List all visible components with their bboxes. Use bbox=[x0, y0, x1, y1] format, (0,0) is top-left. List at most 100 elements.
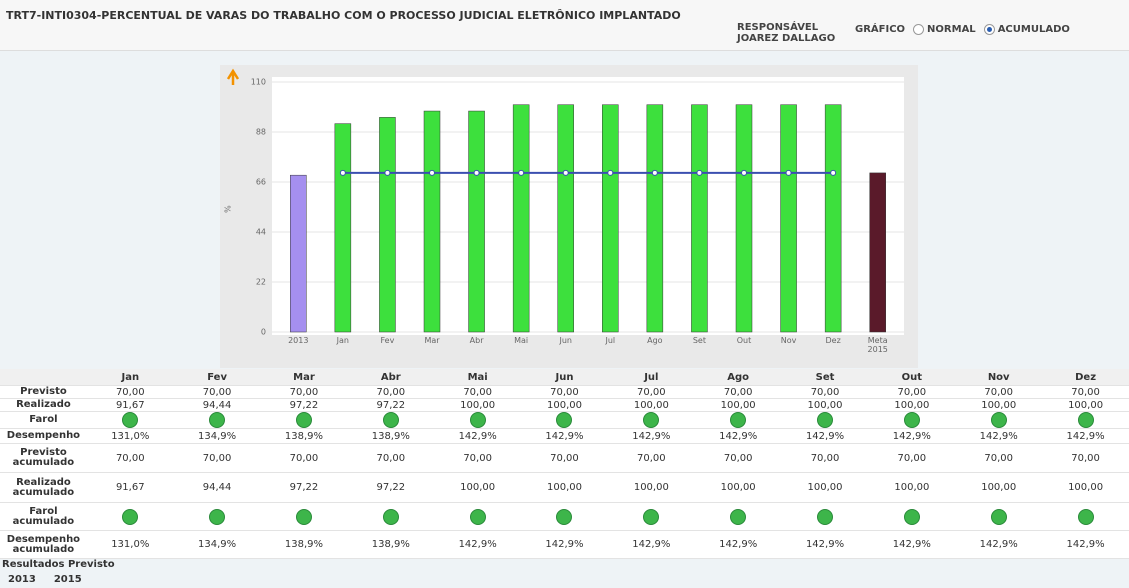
cell bbox=[955, 411, 1043, 429]
status-light bbox=[209, 412, 226, 428]
cell: 131,0% bbox=[86, 530, 174, 559]
cell: 100,00 bbox=[1042, 472, 1129, 503]
cell: 100,00 bbox=[521, 398, 608, 412]
status-light bbox=[990, 508, 1007, 525]
year-link[interactable]: 2013 bbox=[8, 574, 36, 585]
cell: 100,00 bbox=[868, 398, 956, 412]
bar bbox=[423, 110, 441, 333]
x-tick-label: Meta 2015 bbox=[868, 336, 888, 354]
status-light bbox=[643, 412, 660, 428]
x-tick-label-line: 2015 bbox=[868, 345, 888, 354]
cell: 142,9% bbox=[607, 428, 695, 444]
status-light bbox=[295, 508, 312, 525]
x-tick-label-line: Dez bbox=[826, 336, 841, 345]
x-tick-label-line: Out bbox=[737, 336, 752, 345]
x-tick-label: Abr bbox=[470, 336, 485, 345]
cell: 70,00 bbox=[955, 443, 1043, 473]
cell: 70,00 bbox=[173, 443, 261, 473]
x-tick-label-line: Ago bbox=[647, 336, 663, 345]
cell bbox=[173, 502, 261, 531]
cell: 70,00 bbox=[260, 385, 348, 399]
cell: 100,00 bbox=[434, 472, 522, 503]
x-tick-label-line: Nov bbox=[781, 336, 797, 345]
bar bbox=[557, 104, 574, 333]
line-marker bbox=[830, 169, 837, 176]
cell: 100,00 bbox=[521, 472, 608, 503]
x-tick-label-line: Mai bbox=[514, 336, 528, 345]
status-light bbox=[643, 508, 660, 525]
bar bbox=[379, 117, 396, 333]
status-light bbox=[1077, 508, 1094, 525]
line-marker bbox=[518, 169, 525, 176]
cell: 70,00 bbox=[1042, 385, 1129, 399]
cell: 70,00 bbox=[260, 443, 348, 473]
status-light bbox=[469, 508, 486, 525]
column-header: Mai bbox=[434, 369, 522, 386]
radio-option[interactable]: ACUMULADO bbox=[983, 24, 1070, 35]
cell: 134,9% bbox=[173, 530, 261, 559]
cell: 94,44 bbox=[173, 398, 261, 412]
cell: 91,67 bbox=[86, 398, 174, 412]
x-tick-label: Set bbox=[693, 336, 706, 345]
status-light bbox=[382, 412, 399, 428]
status-light bbox=[295, 412, 312, 428]
cell: 142,9% bbox=[1042, 428, 1129, 444]
x-tick-label-line: Meta bbox=[868, 336, 888, 345]
line-marker bbox=[384, 169, 391, 176]
radio-button[interactable] bbox=[913, 24, 925, 35]
chart-label: GRÁFICO bbox=[855, 24, 906, 35]
radio-button[interactable] bbox=[983, 24, 995, 35]
cell: 142,9% bbox=[955, 530, 1043, 559]
bar bbox=[512, 104, 530, 333]
radio-label: NORMAL bbox=[927, 24, 976, 35]
responsible: RESPONSÁVEL JOAREZ DALLAGO bbox=[737, 22, 835, 44]
up-arrow-icon[interactable] bbox=[226, 68, 240, 85]
line-marker bbox=[429, 169, 435, 176]
x-tick-label: Jun bbox=[558, 336, 572, 345]
line-marker bbox=[607, 169, 614, 176]
table-row: Desempenho 131,0% 134,9% 138,9% 138,9% 142,9%… bbox=[0, 428, 1129, 444]
chart: % 0 22 44 66 88 110 2013 Jan Fev Mar Abr Mai Jun Jul A… bbox=[220, 65, 918, 368]
cell: 70,00 bbox=[868, 443, 956, 473]
cell: 142,9% bbox=[694, 530, 782, 559]
cell: 138,9% bbox=[260, 530, 348, 559]
status-light bbox=[469, 412, 486, 428]
cell: 142,9% bbox=[521, 428, 608, 444]
cell bbox=[607, 411, 695, 429]
bar bbox=[290, 174, 307, 333]
column-header: Mar bbox=[260, 369, 348, 386]
cell: 70,00 bbox=[347, 385, 435, 399]
year-link[interactable]: 2015 bbox=[53, 574, 82, 585]
cell bbox=[260, 502, 348, 531]
cell: 100,00 bbox=[781, 398, 869, 412]
cell: 134,9% bbox=[173, 428, 261, 444]
x-tick-label: 2013 bbox=[288, 336, 308, 345]
cell: 70,00 bbox=[781, 385, 869, 399]
cell: 70,00 bbox=[868, 385, 956, 399]
bar bbox=[691, 104, 708, 333]
cell: 70,00 bbox=[607, 385, 695, 399]
cell bbox=[694, 502, 782, 531]
x-tick-label-line: Mar bbox=[424, 336, 440, 345]
cell: 142,9% bbox=[434, 428, 522, 444]
bar bbox=[824, 104, 842, 333]
bar bbox=[334, 123, 352, 333]
status-light bbox=[730, 412, 747, 428]
y-axis-label: % bbox=[224, 205, 233, 213]
x-tick-label: Fev bbox=[381, 336, 395, 345]
status-light bbox=[817, 412, 834, 428]
row-label: Farol acumulado bbox=[0, 502, 87, 531]
radio-option[interactable]: NORMAL bbox=[913, 24, 976, 35]
cell: 70,00 bbox=[607, 443, 695, 473]
table-row: Realizado acumulado 91,67 94,44 97,22 97,22 1… bbox=[0, 472, 1129, 503]
cell: 70,00 bbox=[434, 385, 522, 399]
cell bbox=[868, 502, 956, 531]
responsible-label: RESPONSÁVEL bbox=[737, 22, 819, 33]
footer-label: Resultados Previsto bbox=[2, 559, 115, 570]
bar bbox=[602, 104, 619, 333]
x-tick-label-line: 2013 bbox=[288, 336, 308, 345]
cell: 138,9% bbox=[347, 530, 435, 559]
table-row: Previsto 70,00 70,00 70,00 70,00 70,00 70,00 70… bbox=[0, 385, 1129, 399]
cell: 70,00 bbox=[781, 443, 869, 473]
row-label: Previsto bbox=[0, 385, 87, 399]
